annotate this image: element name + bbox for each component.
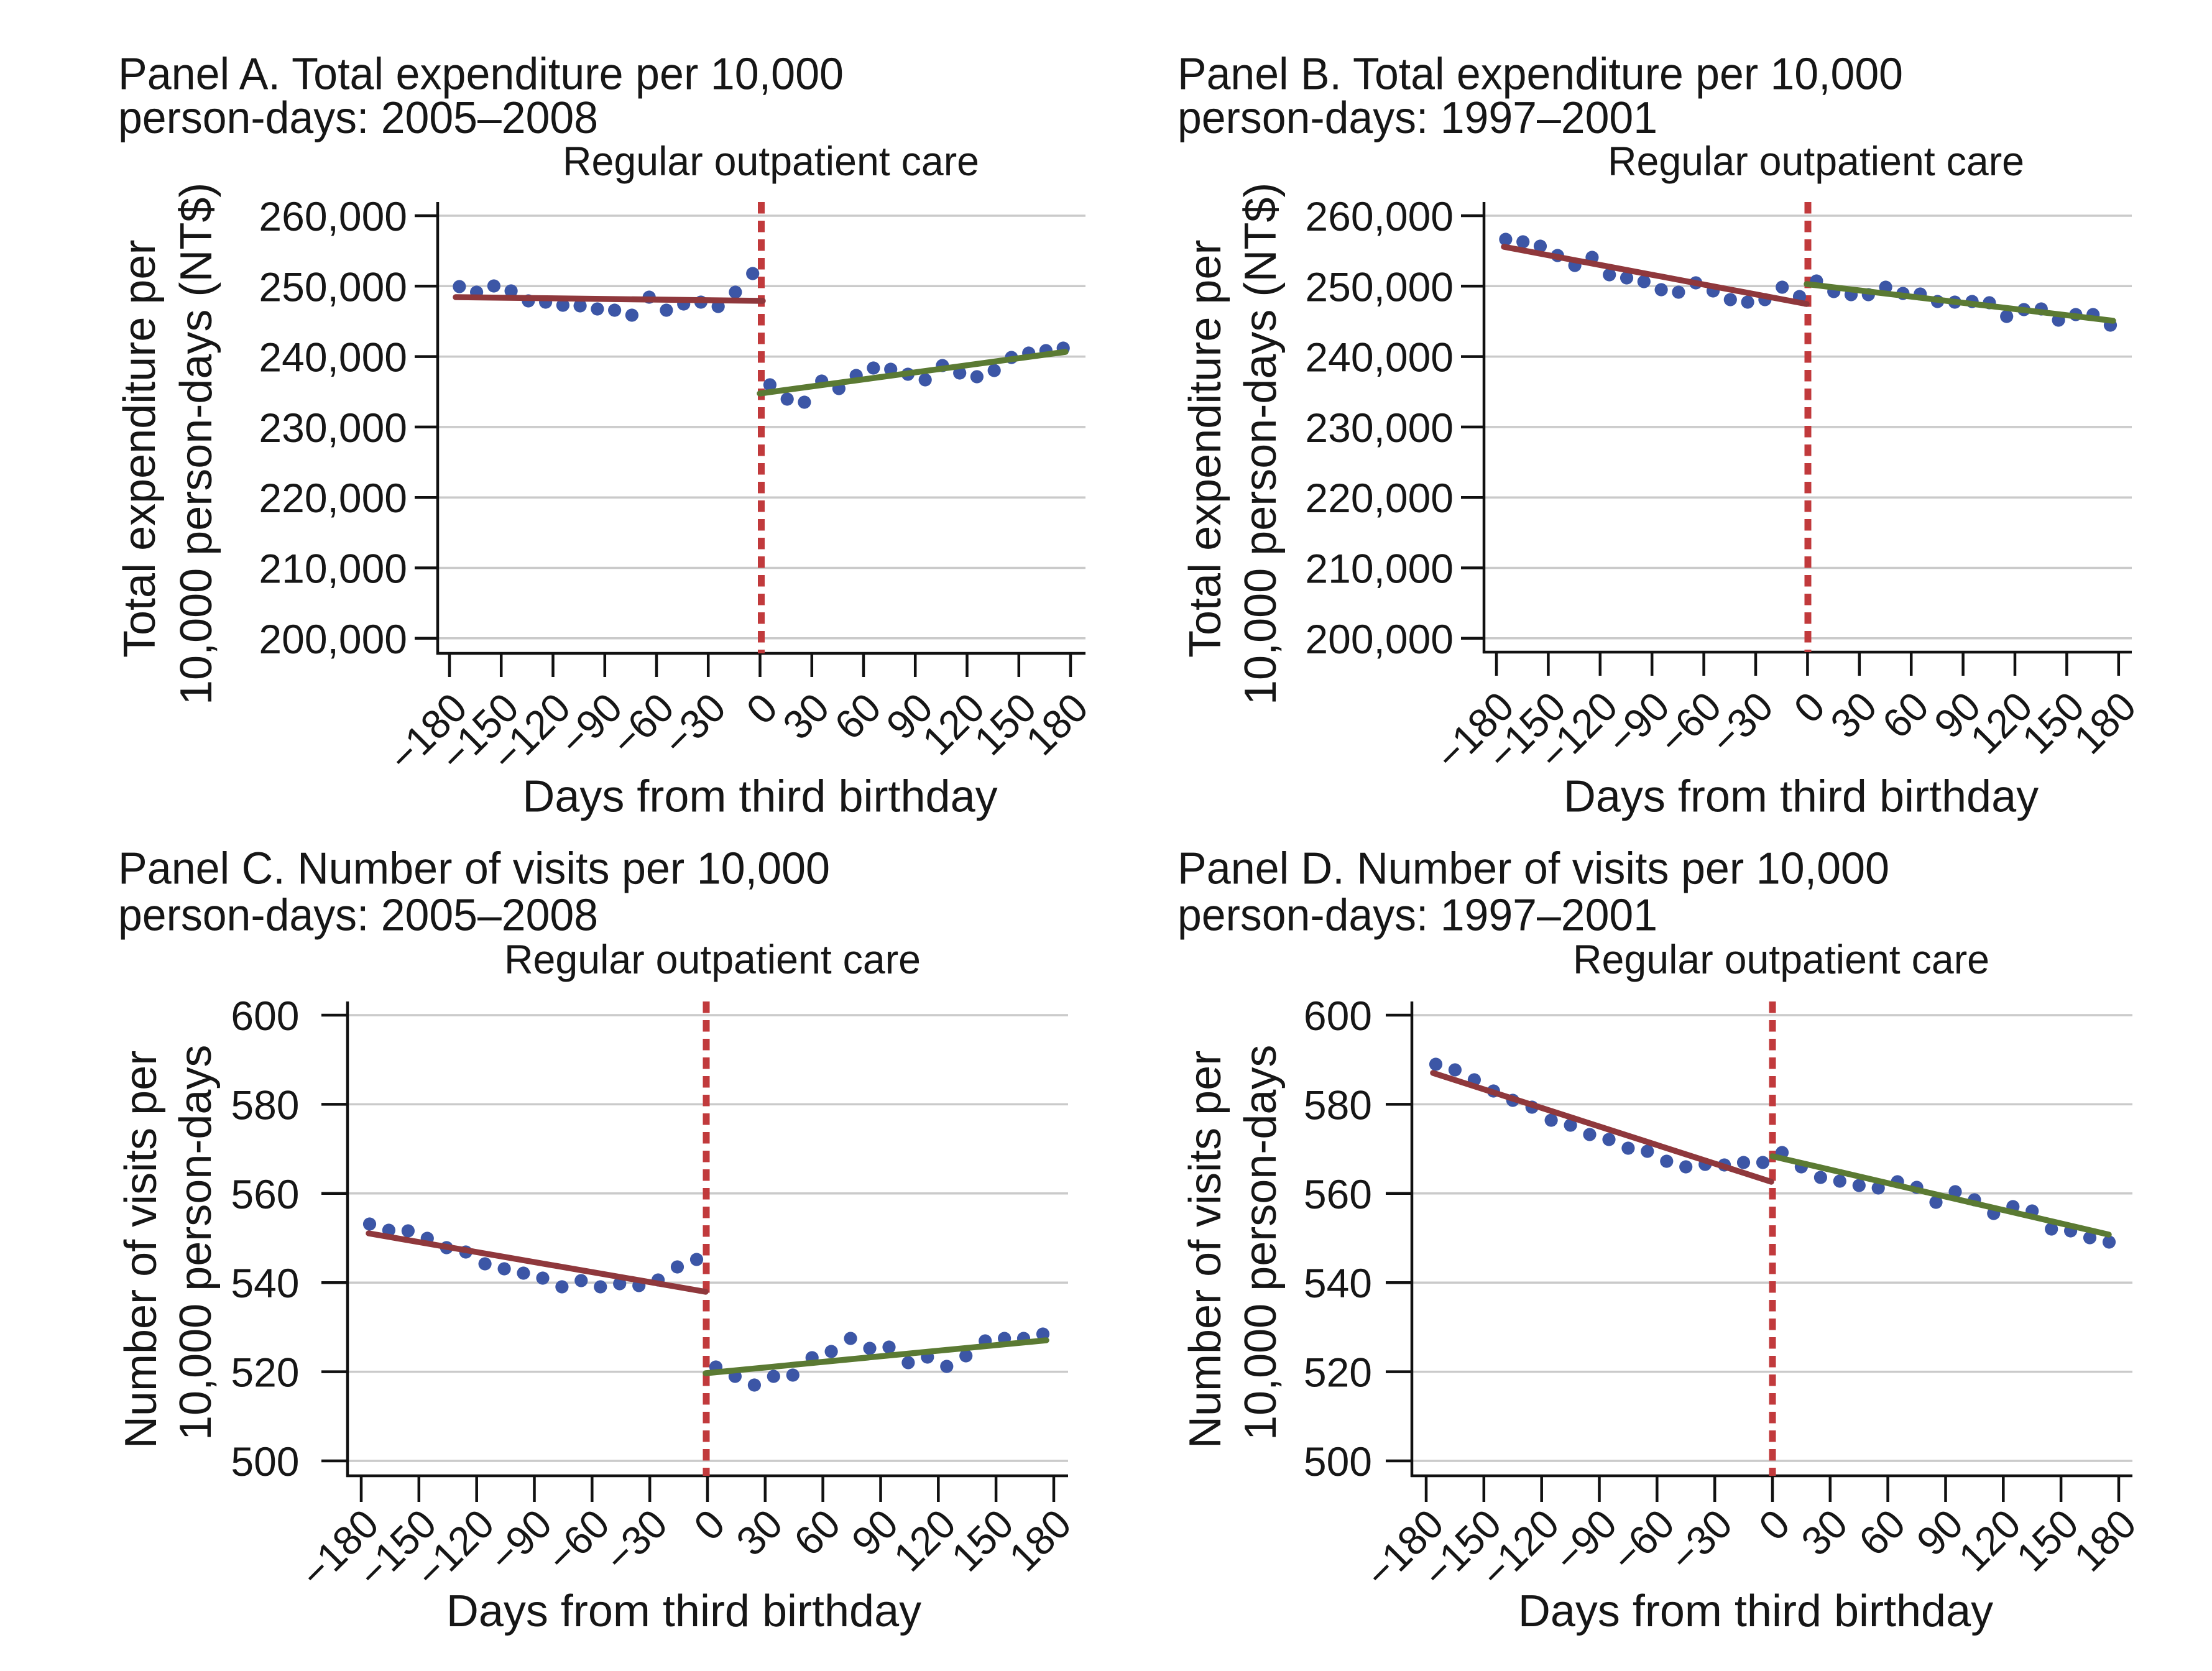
svg-text:Days from third birthday: Days from third birthday	[446, 1586, 921, 1636]
svg-text:210,000: 210,000	[1305, 546, 1454, 592]
svg-text:Panel C. Number of visits per: Panel C. Number of visits per 10,000	[118, 844, 830, 894]
svg-text:540: 540	[231, 1260, 299, 1306]
svg-text:250,000: 250,000	[1305, 264, 1454, 310]
svg-text:Regular outpatient care: Regular outpatient care	[1608, 138, 2024, 184]
svg-text:10,000 person-days (NT$): 10,000 person-days (NT$)	[172, 183, 221, 705]
svg-text:540: 540	[1304, 1260, 1372, 1306]
svg-text:Panel B. Total expenditure per: Panel B. Total expenditure per 10,000	[1177, 50, 1903, 99]
svg-text:560: 560	[231, 1171, 299, 1217]
svg-text:230,000: 230,000	[1305, 405, 1454, 451]
svg-text:220,000: 220,000	[1305, 475, 1454, 521]
svg-text:580: 580	[1304, 1082, 1372, 1128]
svg-text:520: 520	[1304, 1350, 1372, 1396]
svg-text:10,000 person-days: 10,000 person-days	[171, 1045, 221, 1440]
svg-text:240,000: 240,000	[1305, 334, 1454, 380]
svg-text:Regular outpatient care: Regular outpatient care	[1573, 936, 1989, 982]
svg-text:200,000: 200,000	[259, 616, 407, 662]
svg-text:Regular outpatient care: Regular outpatient care	[563, 138, 979, 184]
svg-text:Days from third birthday: Days from third birthday	[1518, 1586, 1993, 1636]
svg-text:Number of visits per: Number of visits per	[1181, 1051, 1230, 1448]
svg-text:260,000: 260,000	[259, 193, 407, 239]
svg-text:Days from third birthday: Days from third birthday	[1564, 772, 2039, 822]
svg-text:240,000: 240,000	[259, 334, 407, 380]
svg-text:600: 600	[1304, 993, 1372, 1039]
svg-text:560: 560	[1304, 1171, 1372, 1217]
svg-text:Total expenditure per: Total expenditure per	[115, 240, 165, 658]
svg-text:500: 500	[1304, 1439, 1372, 1485]
svg-text:Panel D. Number of visits per: Panel D. Number of visits per 10,000	[1177, 844, 1889, 894]
svg-text:230,000: 230,000	[259, 405, 407, 451]
svg-text:520: 520	[231, 1350, 299, 1396]
svg-text:260,000: 260,000	[1305, 193, 1454, 239]
svg-text:500: 500	[231, 1439, 299, 1485]
svg-text:220,000: 220,000	[259, 475, 407, 521]
svg-text:580: 580	[231, 1082, 299, 1128]
svg-text:person-days: 2005–2008: person-days: 2005–2008	[118, 93, 598, 143]
svg-text:Days from third birthday: Days from third birthday	[522, 772, 997, 822]
svg-text:10,000 person-days (NT$): 10,000 person-days (NT$)	[1236, 183, 1286, 705]
svg-text:200,000: 200,000	[1305, 616, 1454, 662]
svg-text:Panel A. Total expenditure per: Panel A. Total expenditure per 10,000	[118, 50, 844, 99]
svg-text:person-days: 2005–2008: person-days: 2005–2008	[118, 891, 598, 941]
svg-text:600: 600	[231, 993, 299, 1039]
svg-text:250,000: 250,000	[259, 264, 407, 310]
svg-text:Regular outpatient care: Regular outpatient care	[504, 936, 921, 982]
svg-text:Total expenditure per: Total expenditure per	[1181, 240, 1230, 658]
svg-text:person-days: 1997–2001: person-days: 1997–2001	[1177, 93, 1657, 143]
svg-text:210,000: 210,000	[259, 546, 407, 592]
svg-text:10,000 person-days: 10,000 person-days	[1236, 1045, 1286, 1440]
svg-text:Number of visits per: Number of visits per	[116, 1051, 166, 1448]
svg-text:person-days: 1997–2001: person-days: 1997–2001	[1177, 891, 1657, 941]
